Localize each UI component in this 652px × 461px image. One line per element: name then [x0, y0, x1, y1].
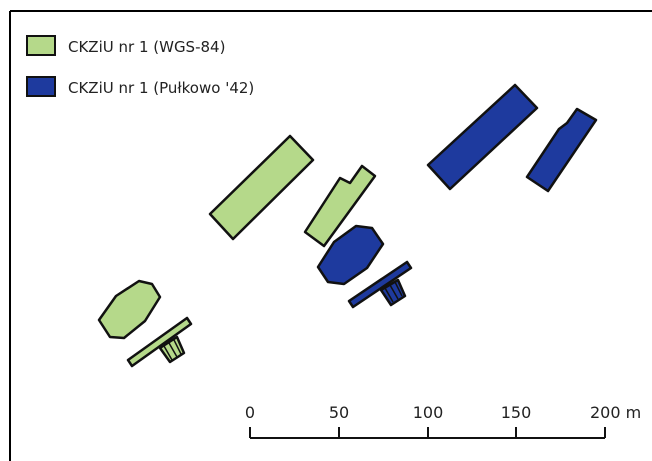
scale-bar: 0 50 100 150 200 m — [245, 403, 641, 439]
buildings-wgs84 — [97, 134, 377, 368]
legend: CKZiU nr 1 (WGS-84) CKZiU nr 1 (Pułkowo … — [26, 35, 254, 97]
scale-label-200: 200 m — [590, 403, 641, 422]
building-wgs84-round — [97, 279, 162, 340]
building-pulkowo-strip — [347, 260, 413, 309]
legend-swatch-wgs84 — [26, 35, 56, 56]
building-pulkowo-annex — [379, 278, 407, 307]
building-pulkowo-stepped — [525, 107, 598, 193]
legend-label-wgs84: CKZiU nr 1 (WGS-84) — [68, 38, 225, 56]
buildings-pulkowo — [316, 83, 598, 309]
legend-label-pulkowo: CKZiU nr 1 (Pułkowo '42) — [68, 79, 254, 97]
map-border — [9, 10, 652, 461]
scale-label-50: 50 — [329, 403, 349, 422]
annex-hatch-pulkowo — [384, 281, 403, 303]
building-wgs84-large — [208, 134, 315, 241]
building-pulkowo-round — [316, 224, 385, 286]
legend-swatch-pulkowo — [26, 76, 56, 97]
annex-hatch-wgs84 — [163, 339, 182, 361]
building-pulkowo-large — [426, 83, 539, 191]
scale-label-150: 150 — [501, 403, 532, 422]
scale-label-0: 0 — [245, 403, 255, 422]
building-wgs84-stepped — [303, 164, 377, 248]
scale-label-100: 100 — [413, 403, 444, 422]
building-wgs84-strip — [126, 316, 193, 368]
